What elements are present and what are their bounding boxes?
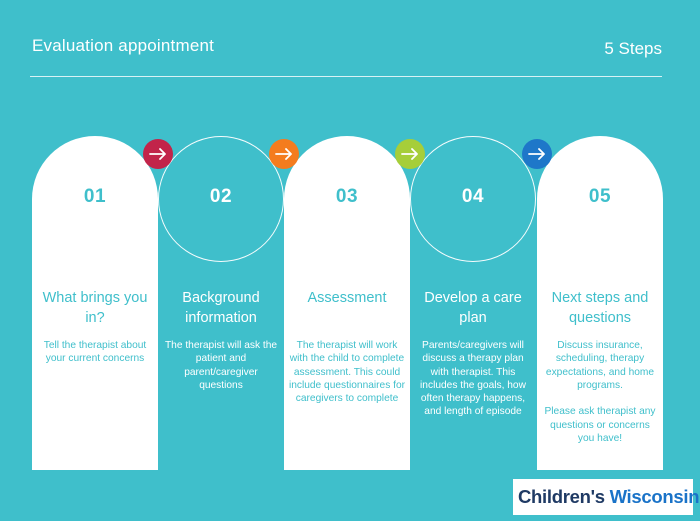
- step-description: Discuss insurance, scheduling, therapy e…: [544, 340, 656, 445]
- childrens-wisconsin-logo: Children's Wisconsin: [513, 479, 700, 515]
- step-number: 02: [209, 186, 233, 207]
- step-number: 01: [83, 186, 107, 207]
- arrow-right-icon: [143, 139, 173, 169]
- step-description: The therapist will ask the patient and p…: [164, 340, 278, 391]
- arrow-right-icon: [522, 139, 552, 169]
- step-card-4: [410, 136, 536, 262]
- arrow-right-icon: [395, 139, 425, 169]
- steps-count: 5 Steps: [604, 39, 662, 58]
- step-title: What brings you in?: [42, 290, 148, 326]
- step-number: 04: [461, 186, 485, 207]
- page-title: Evaluation appointment: [32, 36, 215, 55]
- logo-text: Children's Wisconsin: [518, 486, 700, 507]
- step-card-2: [158, 136, 284, 262]
- step-title: Background information: [182, 290, 260, 326]
- step-title: Assessment: [307, 290, 387, 306]
- header-divider: [30, 76, 662, 77]
- step-card-5: [537, 136, 663, 470]
- step-description: Parents/caregivers will discuss a therap…: [420, 340, 526, 418]
- step-number: 03: [335, 186, 359, 207]
- arrow-right-icon: [269, 139, 299, 169]
- step-description: The therapist will work with the child t…: [288, 340, 406, 405]
- step-card-1: [32, 136, 158, 470]
- step-title: Develop a care plan: [424, 290, 522, 326]
- step-title: Next steps and questions: [551, 290, 649, 326]
- step-card-3: [284, 136, 410, 470]
- step-number: 05: [588, 186, 612, 207]
- step-description: Tell the therapist about your current co…: [43, 340, 147, 365]
